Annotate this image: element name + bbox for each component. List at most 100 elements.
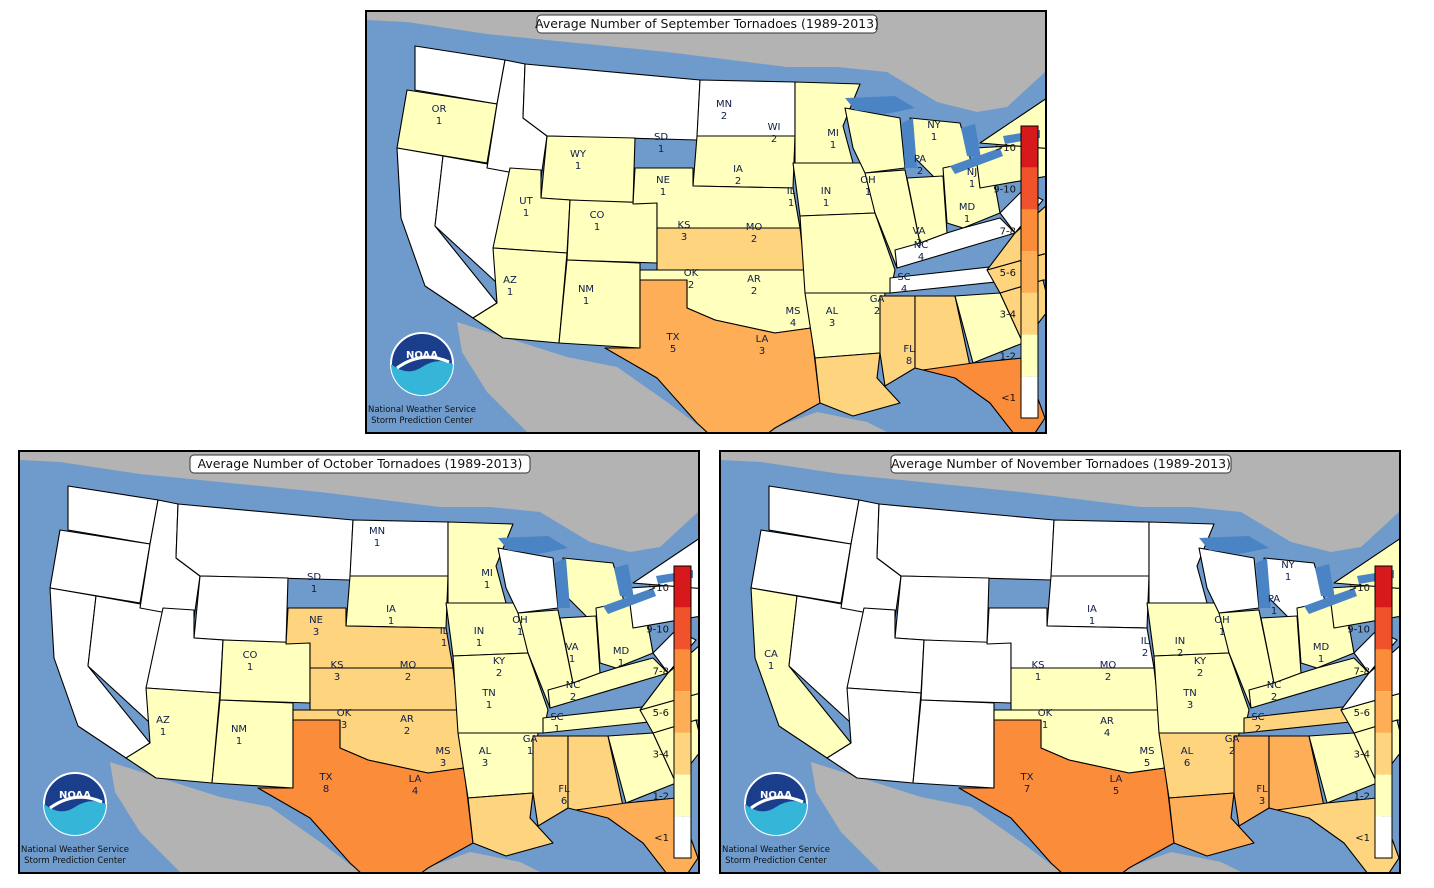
state-value-az: 1	[507, 287, 513, 298]
legend-label: 7-8	[1354, 666, 1370, 677]
state-label-ut: UT	[519, 196, 533, 207]
state-value-ks: 1	[1035, 672, 1041, 683]
credit-line-2: Storm Prediction Center	[725, 856, 827, 866]
lake-michigan	[555, 558, 570, 608]
state-value-fl: 8	[906, 356, 912, 367]
legend-label: >10	[1349, 583, 1370, 594]
state-value-tn: 1	[486, 700, 492, 711]
state-value-ms: 5	[1144, 758, 1150, 769]
state-value-ms: 4	[790, 318, 796, 329]
credit-line-1: National Weather Service	[722, 845, 830, 855]
state-value-md: 1	[1318, 654, 1324, 665]
legend-label: 5-6	[1354, 708, 1370, 719]
state-label-oh: OH	[1214, 615, 1229, 626]
state-label-pa: PA	[914, 154, 926, 165]
state-value-mn: 2	[721, 111, 727, 122]
state-ky	[547, 657, 669, 709]
legend-label: <1	[1355, 833, 1370, 844]
state-value-ga: 2	[874, 306, 880, 317]
state-label-mn: MN	[369, 526, 385, 537]
state-label-al: AL	[479, 746, 492, 757]
state-label-tn: TN	[1182, 688, 1197, 699]
state-value-mo: 2	[1105, 672, 1111, 683]
legend-label: 3-4	[653, 750, 669, 761]
state-label-az: AZ	[156, 715, 170, 726]
state-value-ne: 3	[313, 627, 319, 638]
state-value-ok: 1	[1042, 720, 1048, 731]
state-value-mi: 1	[830, 140, 836, 151]
state-value-co: 1	[247, 662, 253, 673]
canada-landmass	[20, 452, 698, 552]
state-label-nc: NC	[914, 240, 928, 251]
state-label-sc: SC	[550, 712, 563, 723]
state-label-sc: SC	[1251, 712, 1264, 723]
noaa-logo: NOAA	[390, 332, 454, 396]
state-nd	[349, 519, 449, 577]
state-value-oh: 1	[865, 187, 871, 198]
state-label-il: IL	[787, 186, 796, 197]
legend-label: 1-2	[653, 791, 669, 802]
legend-swatch	[1375, 774, 1392, 817]
state-label-nm: NM	[578, 284, 594, 295]
state-label-tn: TN	[481, 688, 496, 699]
state-nd	[1050, 519, 1150, 577]
legend-label: <1	[654, 833, 669, 844]
legend-colorbar: >10 9-10 7-8 5-6 3-4 1-2 <1	[993, 125, 1039, 419]
state-label-ny: NY	[927, 120, 941, 131]
state-value-nm: 1	[583, 296, 589, 307]
state-label-ks: KS	[331, 660, 344, 671]
lake-superior	[845, 96, 915, 114]
state-ky	[1248, 657, 1370, 709]
canada-landmass	[367, 12, 1045, 112]
state-label-mo: MO	[1100, 660, 1117, 671]
state-value-va: 1	[569, 654, 575, 665]
state-mn	[1148, 521, 1215, 604]
legend-swatch	[1375, 691, 1392, 733]
legend-colorbar: >10 9-10 7-8 5-6 3-4 1-2 <1	[646, 565, 692, 859]
state-label-nm: NM	[231, 724, 247, 735]
state-value-mn: 1	[374, 538, 380, 549]
state-label-mi: MI	[827, 128, 839, 139]
state-value-ar: 4	[1104, 728, 1110, 739]
state-label-fl: FL	[1256, 784, 1268, 795]
state-value-in: 1	[823, 198, 829, 209]
noaa-logo: NOAA	[744, 772, 808, 836]
map-title-text: Average Number of September Tornadoes (1…	[535, 16, 879, 31]
state-value-sc: 1	[554, 724, 560, 735]
legend-swatch	[1375, 607, 1392, 650]
mexico-landmass	[415, 852, 540, 872]
legend-swatch	[1021, 292, 1038, 335]
state-label-ky: KY	[1194, 656, 1207, 667]
lake-superior	[1199, 536, 1269, 554]
state-label-mi: MI	[481, 568, 493, 579]
legend-swatch	[674, 732, 691, 775]
legend-label: 9-10	[1347, 625, 1370, 636]
state-ia	[445, 602, 529, 657]
legend-swatch	[674, 691, 691, 733]
state-label-fl: FL	[558, 784, 570, 795]
legend-swatch	[674, 566, 691, 608]
state-label-co: CO	[590, 210, 605, 221]
state-value-ga: 1	[527, 746, 533, 757]
map-panel-september: OR 1 WY 1 SD 1 MN 2 WI 2 MI 1 NY 1 UT 1 CO 1 NE 1 IA 2 IL 1 IN 1 O…	[365, 10, 1047, 434]
state-value-tx: 5	[670, 344, 676, 355]
state-value-la: 4	[412, 786, 418, 797]
map-panel-october: MN 1 SD 1 MI 1 NE 3 IA 1 CO 1 IL 1 IN 1 OH 1 KS 3 MO 2 KY 2 VA 1 M…	[18, 450, 700, 874]
state-label-oh: OH	[860, 175, 875, 186]
state-co	[566, 199, 658, 264]
state-value-nc: 2	[570, 692, 576, 703]
state-value-sc: 2	[1255, 724, 1261, 735]
lake-michigan	[902, 118, 917, 168]
legend-label: 1-2	[1000, 351, 1016, 362]
state-label-ny: NY	[1281, 560, 1295, 571]
state-label-ia: IA	[733, 164, 743, 175]
legend-label: 9-10	[646, 625, 669, 636]
state-fl	[575, 797, 698, 872]
state-value-ia: 1	[388, 616, 394, 627]
state-value-ms: 3	[440, 758, 446, 769]
state-ks	[309, 667, 459, 711]
credit-line-2: Storm Prediction Center	[24, 856, 126, 866]
state-value-ky: 2	[1197, 668, 1203, 679]
state-value-ca: 1	[768, 661, 774, 672]
legend-label: 1-2	[1354, 791, 1370, 802]
